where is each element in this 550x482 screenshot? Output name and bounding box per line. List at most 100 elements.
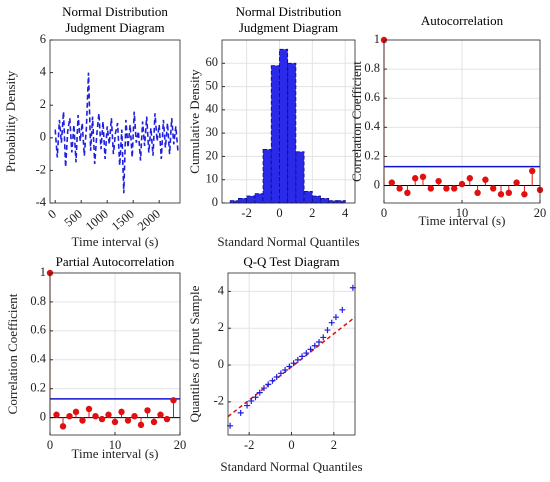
stem-marker bbox=[419, 173, 427, 181]
qq-point bbox=[316, 339, 323, 346]
stem bbox=[513, 179, 520, 186]
qq-point bbox=[286, 363, 293, 370]
y-tick-label: 0 bbox=[374, 177, 380, 191]
qq-point bbox=[252, 394, 259, 401]
histogram-bar bbox=[295, 151, 305, 204]
stem bbox=[118, 408, 125, 418]
y-tick-label: 6 bbox=[40, 32, 46, 46]
y-tick-label: 0.6 bbox=[364, 90, 380, 104]
stem bbox=[157, 411, 164, 418]
y-axis-label: Correlation Coefficient bbox=[5, 293, 20, 414]
panel: Partial Autocorrelation 0 10 20 0 0.2 0.4 0.6 0.… bbox=[5, 254, 186, 461]
panel-title: Normal Distribution bbox=[62, 4, 168, 19]
qq-point bbox=[269, 377, 276, 384]
qq-point bbox=[324, 327, 331, 334]
stem bbox=[124, 417, 132, 424]
y-tick-label: 0 bbox=[40, 130, 46, 144]
stem-marker bbox=[412, 175, 419, 182]
qq-point bbox=[328, 319, 335, 326]
stem bbox=[170, 397, 177, 418]
stem-marker bbox=[497, 191, 505, 198]
y-tick-label: 0 bbox=[40, 410, 46, 424]
stem bbox=[98, 415, 106, 423]
histogram-bar bbox=[238, 197, 248, 204]
stem-marker bbox=[105, 411, 112, 418]
stem-marker bbox=[427, 185, 434, 192]
x-tick-label: 500 bbox=[62, 207, 85, 230]
histogram-bar bbox=[311, 195, 321, 204]
qq-point bbox=[260, 385, 267, 392]
histogram-bar bbox=[279, 48, 289, 204]
stem-marker bbox=[521, 191, 528, 198]
stem-marker bbox=[98, 415, 106, 423]
x-axis-label: Time interval (s) bbox=[72, 234, 159, 249]
stem bbox=[435, 177, 442, 186]
qq-point bbox=[339, 306, 346, 313]
x-tick-label: 20 bbox=[534, 206, 547, 220]
panel: Autocorrelation 0 10 20 0 0.2 0.4 0.6 0.8 1 Time i… bbox=[349, 13, 546, 228]
qq-point bbox=[294, 356, 301, 363]
y-tick-label: 0.2 bbox=[30, 381, 46, 395]
y-tick-label: 50 bbox=[206, 78, 219, 92]
y-tick-label: 0.2 bbox=[364, 148, 380, 162]
stem bbox=[72, 408, 80, 418]
y-axis-label: Quantiles of Input Sample bbox=[187, 285, 202, 422]
x-axis-label: Standard Normal Quantiles bbox=[217, 234, 359, 249]
panel-title: Q-Q Test Diagram bbox=[243, 254, 339, 269]
stem bbox=[137, 417, 145, 429]
panel: Q-Q Test Diagram -2 0 2 -2 0 2 4 Standard Normal… bbox=[187, 254, 363, 474]
x-tick-label: 0 bbox=[288, 438, 294, 452]
stem bbox=[521, 185, 528, 198]
stem-marker bbox=[137, 421, 145, 429]
x-tick-label: 1000 bbox=[83, 207, 111, 234]
stem-marker bbox=[529, 167, 536, 175]
stem bbox=[412, 175, 419, 186]
panel-title: Judgment Diagram bbox=[65, 20, 164, 35]
plot-area bbox=[50, 40, 180, 203]
y-tick-label: 30 bbox=[206, 125, 219, 139]
stem bbox=[529, 167, 536, 186]
y-tick-label: 10 bbox=[206, 172, 219, 186]
stem-marker bbox=[144, 407, 151, 414]
qq-point bbox=[244, 402, 251, 409]
stem bbox=[66, 412, 73, 420]
axes-box bbox=[383, 39, 541, 204]
stem bbox=[92, 412, 99, 420]
stem-marker bbox=[388, 179, 395, 186]
data-line bbox=[54, 72, 179, 194]
stem bbox=[105, 411, 112, 418]
y-tick-label: 0.4 bbox=[30, 352, 46, 366]
qq-point bbox=[332, 314, 339, 321]
y-tick-label: 0.4 bbox=[364, 119, 380, 133]
axes-box bbox=[49, 39, 181, 204]
histogram-bar bbox=[246, 195, 256, 204]
stem bbox=[59, 417, 67, 430]
x-tick-label: 2 bbox=[309, 206, 315, 220]
y-tick-label: 40 bbox=[206, 102, 219, 116]
y-tick-label: 4 bbox=[40, 64, 47, 78]
qq-point bbox=[265, 381, 272, 388]
y-axis-label: Cumulative Density bbox=[187, 69, 202, 174]
histogram-bar bbox=[262, 149, 272, 204]
stem-marker bbox=[474, 189, 481, 197]
stem-marker bbox=[404, 189, 411, 197]
y-tick-label: 4 bbox=[218, 283, 225, 297]
stem-marker bbox=[118, 408, 125, 416]
panel-title: Partial Autocorrelation bbox=[56, 254, 175, 269]
stem-marker bbox=[92, 412, 99, 420]
panel-title: Autocorrelation bbox=[421, 13, 504, 28]
stem-marker bbox=[482, 176, 489, 183]
histogram-bar bbox=[303, 190, 313, 204]
x-tick-label: 0 bbox=[381, 206, 387, 220]
stem-marker bbox=[150, 418, 158, 426]
histogram-bar bbox=[320, 197, 330, 204]
y-tick-label: 0 bbox=[218, 357, 224, 371]
stem-marker bbox=[79, 417, 86, 424]
stem bbox=[79, 417, 86, 424]
stem bbox=[466, 175, 473, 186]
y-axis-label: Correlation Coefficient bbox=[349, 61, 364, 182]
stem bbox=[458, 180, 466, 188]
stem-marker bbox=[435, 177, 442, 185]
